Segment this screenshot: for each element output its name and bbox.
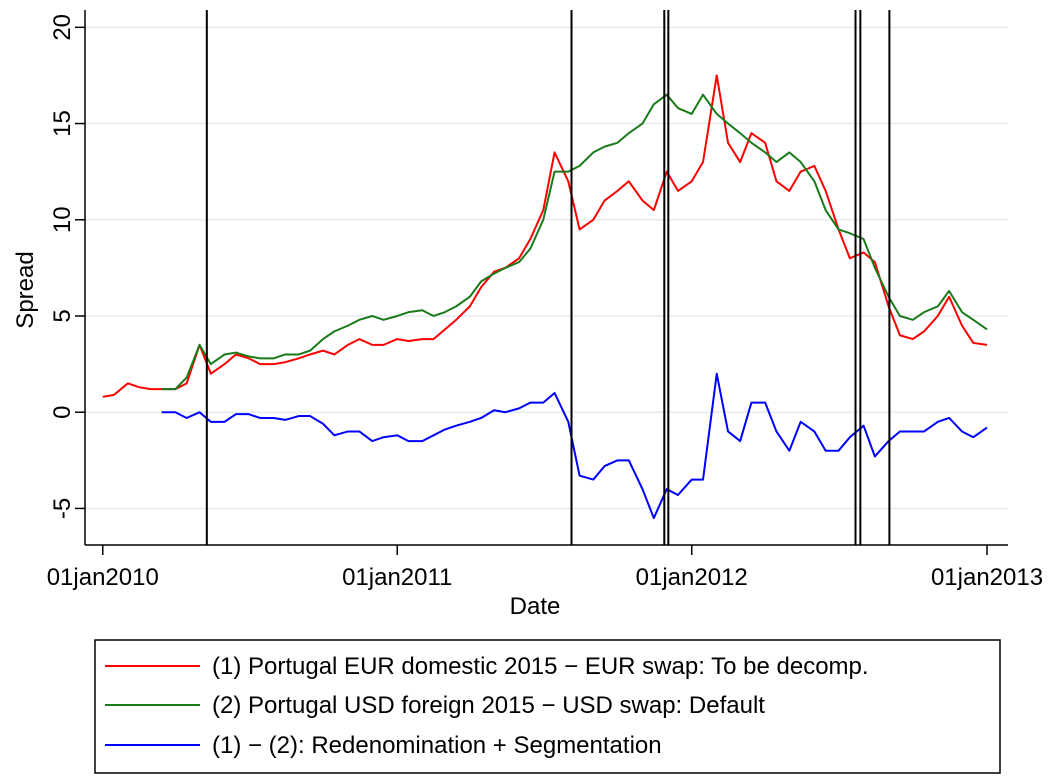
x-axis-label: Date — [510, 593, 561, 620]
x-tick-label: 01jan2010 — [47, 564, 159, 591]
y-tick-label: 10 — [49, 206, 76, 233]
legend-label: (1) − (2): Redenomination + Segmentation — [212, 732, 662, 759]
y-axis-label: Spread — [12, 251, 39, 328]
x-tick-label: 01jan2012 — [636, 564, 748, 591]
y-tick-label: 15 — [49, 110, 76, 137]
legend-box — [94, 639, 1001, 774]
x-tick-label: 01jan2011 — [342, 564, 452, 591]
y-tick-label: 5 — [49, 309, 76, 322]
legend-label: (1) Portugal EUR domestic 2015 − EUR swa… — [212, 653, 869, 680]
legend-label: (2) Portugal USD foreign 2015 − USD swap… — [212, 692, 765, 719]
series-line — [161, 93, 988, 391]
y-tick-label: -5 — [49, 498, 76, 519]
y-tick-label: 20 — [49, 14, 76, 41]
y-tick-label: 0 — [49, 406, 76, 419]
x-tick-label: 01jan2013 — [931, 564, 1043, 591]
series-line — [161, 372, 988, 520]
